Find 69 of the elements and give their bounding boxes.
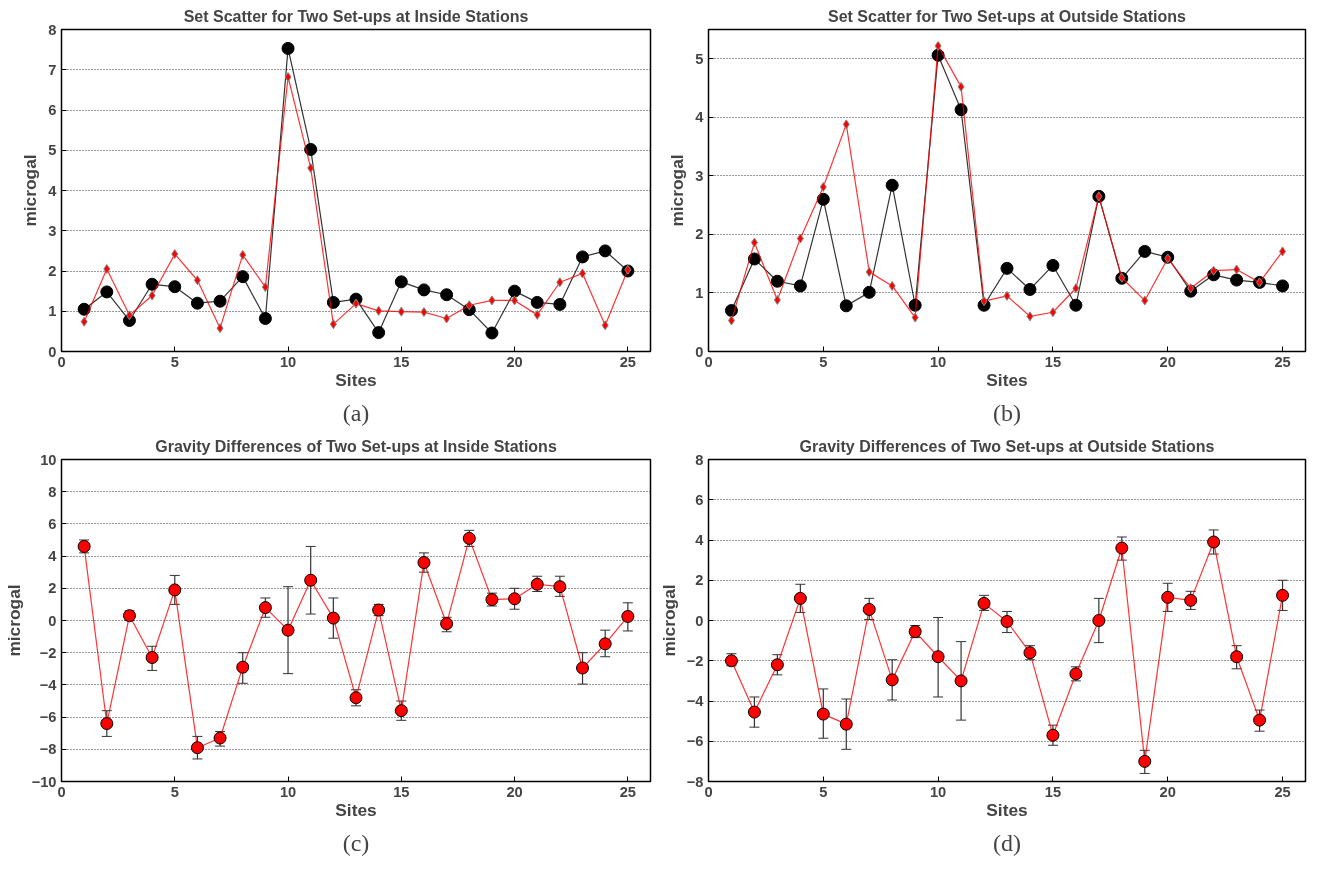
text: (a)	[342, 399, 370, 426]
chart-title: Gravity Differences of Two Set-ups at Outside Stations	[799, 437, 1215, 455]
y-tick-label: 2	[695, 226, 704, 243]
x-tick-label: 20	[506, 353, 523, 370]
y-tick-label: −2	[39, 644, 57, 661]
x-tick-label: 25	[619, 353, 637, 370]
y-tick-label: −6	[39, 709, 57, 726]
x-tick-label: 5	[819, 353, 828, 370]
x-tick-label: 20	[506, 783, 523, 800]
y-tick-label: 8	[48, 483, 57, 500]
y-tick-label: 6	[48, 515, 57, 532]
y-tick-label: −8	[39, 741, 57, 758]
x-tick-label: 20	[1159, 783, 1176, 800]
y-axis-title: microgal	[3, 584, 24, 657]
y-tick-label: 1	[48, 303, 57, 320]
y-tick-label: −4	[39, 676, 58, 693]
y-tick-label: 1	[695, 284, 704, 301]
y-tick-label: 3	[695, 167, 704, 184]
y-tick-label: 8	[695, 451, 704, 468]
chart-title: Set Scatter for Two Set-ups at Outside Stations	[828, 7, 1187, 25]
y-tick-label: −4	[686, 693, 705, 709]
y-axis-title: microgal	[667, 154, 688, 227]
chart-title: Gravity Differences of Two Set-ups at Inside Stations	[155, 437, 557, 455]
y-tick-label: 4	[695, 532, 705, 548]
y-tick-label: 4	[48, 548, 58, 565]
y-tick-label: 7	[48, 61, 57, 78]
x-tick-label: 5	[819, 783, 828, 800]
y-tick-label: 2	[48, 580, 57, 597]
x-tick-label: 25	[619, 783, 637, 800]
y-tick-label: −2	[686, 652, 704, 669]
y-tick-label: 3	[48, 222, 57, 239]
x-tick-label: 10	[279, 353, 297, 370]
y-tick-label: 6	[48, 102, 57, 118]
y-tick-label: 2	[48, 263, 57, 279]
x-tick-label: 5	[170, 783, 179, 800]
x-axis-title: Sites	[986, 369, 1028, 390]
y-tick-label: 8	[48, 21, 57, 38]
text: (d)	[993, 829, 1021, 856]
text: (c)	[342, 829, 370, 856]
y-tick-label: −10	[31, 773, 57, 790]
x-tick-label: 5	[170, 353, 179, 370]
x-tick-label: 15	[1044, 783, 1062, 800]
chart-title: Set Scatter for Two Set-ups at Inside Stations	[183, 7, 529, 25]
x-tick-label: 10	[279, 783, 297, 800]
y-tick-label: −8	[686, 773, 704, 790]
x-tick-label: 20	[1159, 353, 1176, 370]
y-tick-label: 5	[695, 50, 704, 67]
y-tick-label: 4	[695, 109, 705, 126]
text: (b)	[993, 399, 1021, 426]
y-axis-title: microgal	[658, 584, 679, 657]
x-tick-label: 15	[393, 783, 410, 800]
y-tick-label: 6	[695, 491, 704, 508]
x-tick-label: 25	[1274, 783, 1291, 800]
x-axis-title: Sites	[335, 369, 377, 390]
y-tick-label: 0	[48, 612, 57, 629]
x-tick-label: 15	[393, 353, 410, 370]
y-tick-label: 10	[40, 451, 57, 468]
y-tick-label: 5	[48, 142, 57, 159]
y-tick-label: 0	[695, 612, 704, 629]
x-tick-label: 10	[929, 353, 947, 370]
y-tick-label: 2	[695, 572, 704, 589]
x-tick-label: 25	[1274, 353, 1291, 370]
x-tick-label: 10	[929, 783, 947, 800]
y-tick-label: −6	[686, 733, 704, 750]
x-axis-title: Sites	[986, 799, 1028, 820]
y-axis-title: microgal	[20, 154, 41, 227]
x-tick-label: 15	[1044, 353, 1062, 370]
x-axis-title: Sites	[335, 799, 377, 820]
y-tick-label: 4	[48, 182, 58, 199]
